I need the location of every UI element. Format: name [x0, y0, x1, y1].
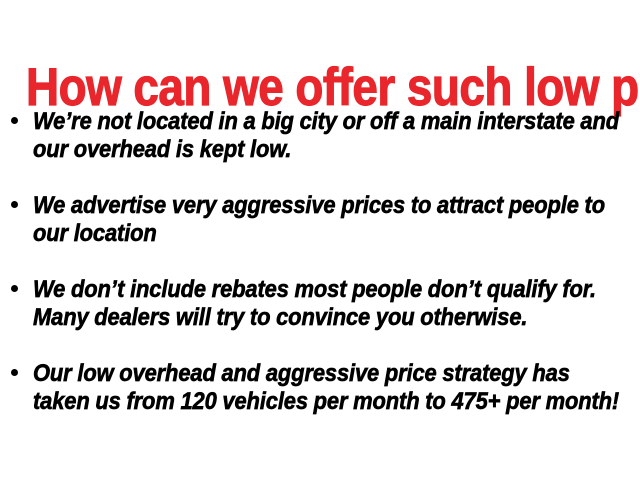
page-title: How can we offer such low prices? [26, 57, 640, 117]
bullet-list: We’re not located in a big city or off a… [0, 108, 640, 416]
bullet-point-icon [11, 369, 18, 376]
list-item-text: We advertise very aggressive prices to a… [33, 192, 606, 248]
bullet-point-icon [11, 201, 18, 208]
list-item: We don’t include rebates most people don… [0, 276, 640, 332]
list-item-text: We don’t include rebates most people don… [33, 276, 597, 332]
list-item: We advertise very aggressive prices to a… [0, 192, 640, 248]
bullet-point-icon [11, 285, 18, 292]
list-item-text: Our low overhead and aggressive price st… [33, 360, 620, 416]
list-item: Our low overhead and aggressive price st… [0, 360, 640, 416]
bullet-point-icon [11, 117, 18, 124]
list-item: We’re not located in a big city or off a… [0, 108, 640, 164]
list-item-text: We’re not located in a big city or off a… [33, 108, 620, 164]
